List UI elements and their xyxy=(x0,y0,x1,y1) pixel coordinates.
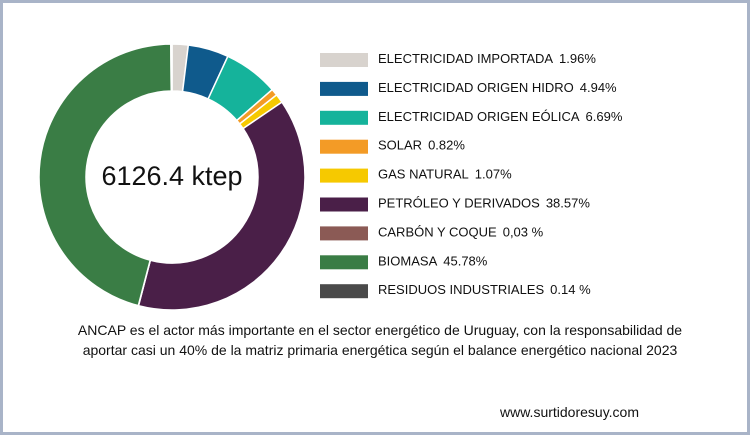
legend-name: GAS NATURAL xyxy=(378,167,469,182)
legend-label: CARBÓN Y COQUE 0,03 % xyxy=(378,225,544,240)
legend-swatch xyxy=(320,110,368,125)
legend-value: 4.94% xyxy=(580,80,617,95)
donut xyxy=(38,43,306,311)
legend-swatch xyxy=(320,197,368,212)
slice xyxy=(170,43,173,92)
legend-label: GAS NATURAL 1.07% xyxy=(378,167,512,182)
legend-name: ELECTRICIDAD IMPORTADA xyxy=(378,51,553,66)
legend-name: PETRÓLEO Y DERIVADOS xyxy=(378,196,540,211)
legend-label: RESIDUOS INDUSTRIALES 0.14 % xyxy=(378,283,591,298)
legend-name: SOLAR xyxy=(378,138,422,153)
legend-value: 1.07% xyxy=(475,167,512,182)
legend-label: ELECTRICIDAD ORIGEN HIDRO 4.94% xyxy=(378,80,617,95)
legend-value: 0.82% xyxy=(428,138,465,153)
legend-swatch xyxy=(320,53,368,67)
legend-name: BIOMASA xyxy=(378,254,438,269)
legend-swatch xyxy=(320,168,368,183)
legend-value: 38.57% xyxy=(546,196,591,211)
legend-value: 6.69% xyxy=(586,109,623,124)
legend-value: 1.96% xyxy=(559,51,596,66)
legend-swatch xyxy=(320,284,368,299)
legend-value: 0,03 % xyxy=(503,225,544,240)
legend-label: ELECTRICIDAD ORIGEN EÓLICA 6.69% xyxy=(378,109,623,124)
legend-swatch xyxy=(320,139,368,154)
legend-value: 45.78% xyxy=(443,254,488,269)
center-label: 6126.4 ktep xyxy=(101,161,242,191)
legend-label: BIOMASA 45.78% xyxy=(378,254,488,269)
legend-name: RESIDUOS INDUSTRIALES xyxy=(378,283,544,298)
legend-name: ELECTRICIDAD ORIGEN HIDRO xyxy=(378,80,574,95)
legend-swatch xyxy=(320,226,368,241)
caption: ANCAP es el actor más importante en el s… xyxy=(77,322,683,358)
slice xyxy=(38,43,173,307)
legend-swatch xyxy=(320,255,368,270)
legend-name: ELECTRICIDAD ORIGEN EÓLICA xyxy=(378,109,580,124)
legend-label: PETRÓLEO Y DERIVADOS 38.57% xyxy=(378,196,590,211)
legend-swatch xyxy=(320,81,368,96)
source: www.surtidoresuy.com xyxy=(500,404,640,420)
legend-label: ELECTRICIDAD IMPORTADA 1.96% xyxy=(378,51,596,66)
legend-label: SOLAR 0.82% xyxy=(378,138,465,153)
legend-value: 0.14 % xyxy=(550,283,591,298)
legend-name: CARBÓN Y COQUE xyxy=(378,225,497,240)
slice xyxy=(137,101,306,311)
legend: ELECTRICIDAD IMPORTADA 1.96%ELECTRICIDAD … xyxy=(320,51,623,299)
